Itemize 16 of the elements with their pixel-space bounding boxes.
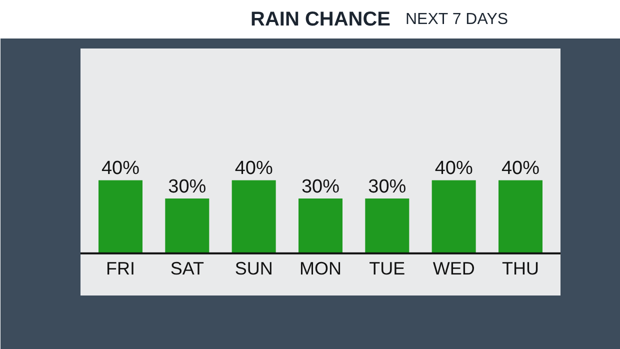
x-tick-label: SAT [170, 258, 204, 278]
x-tick-label: FRI [106, 258, 135, 278]
x-tick-label: MON [300, 258, 342, 278]
x-tick-label: TUE [369, 258, 406, 278]
x-tick-label: SUN [234, 258, 273, 278]
x-tick-label: THU [502, 258, 540, 278]
data-label: 30% [368, 176, 406, 198]
data-label: 40% [501, 158, 540, 180]
chart-title: RAIN CHANCE [250, 8, 390, 30]
data-label: 40% [234, 158, 273, 180]
x-tick-label: WED [432, 258, 475, 278]
chart-subtitle: NEXT 7 DAYS [406, 11, 508, 28]
data-label: 40% [434, 158, 473, 180]
data-label: 40% [101, 158, 140, 180]
data-label: 30% [168, 176, 206, 198]
data-label: 30% [301, 176, 340, 198]
